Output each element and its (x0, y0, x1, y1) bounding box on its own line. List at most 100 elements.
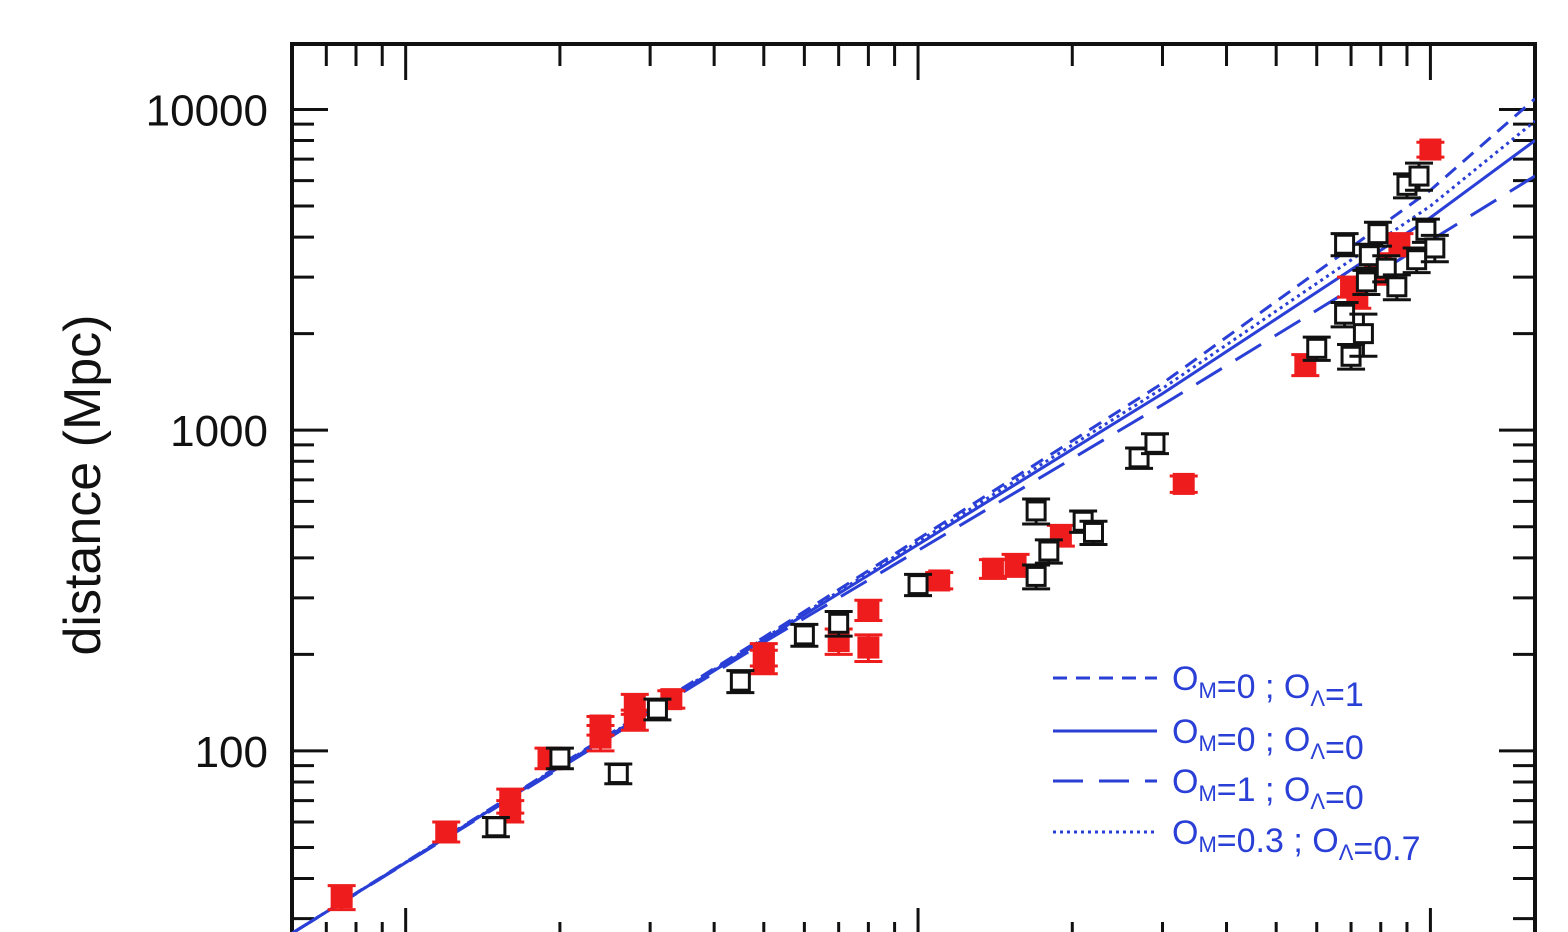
black-data-point (1125, 446, 1154, 470)
red-data-point (620, 692, 649, 716)
point-marker (1406, 249, 1428, 271)
red-data-point (1001, 552, 1030, 578)
y-axis-label: distance (Mpc) (54, 315, 112, 656)
legend-subscript: Λ (1310, 686, 1325, 711)
black-data-point (790, 622, 819, 648)
black-data-point (1363, 220, 1392, 248)
point-marker (1004, 553, 1027, 576)
black-data-point (1022, 563, 1051, 591)
legend-text-part: O (1172, 814, 1198, 852)
point-marker (1352, 323, 1374, 345)
point-marker (646, 698, 668, 720)
point-marker (729, 670, 751, 692)
legend-text-part: O (1172, 660, 1198, 698)
black-data-point (481, 815, 510, 839)
legend-label: OM=1 ; OΛ=0 (1172, 763, 1364, 817)
point-marker (1025, 500, 1047, 522)
black-data-point (904, 572, 933, 598)
legend: OM=0 ; OΛ=1OM=0 ; OΛ=0OM=1 ; OΛ=0OM=0.3 … (1053, 660, 1421, 868)
point-marker (793, 624, 815, 646)
legend-subscript: Λ (1339, 840, 1354, 865)
red-data-point (854, 598, 883, 623)
y-tick-label: 100 (195, 728, 268, 777)
plot-frame (290, 42, 1537, 932)
red-data-point (327, 884, 356, 912)
legend-label: OM=0 ; OΛ=1 (1172, 660, 1364, 714)
legend-text-part: =0 (1325, 729, 1364, 767)
point-marker (549, 747, 571, 769)
legend-subscript: M (1198, 678, 1216, 703)
point-marker (857, 636, 880, 659)
point-marker (589, 726, 612, 749)
black-data-point (1372, 254, 1401, 284)
point-marker (1172, 472, 1195, 495)
black-data-point (1405, 161, 1434, 192)
black-data-point (643, 697, 672, 722)
legend-text-part: O (1284, 721, 1310, 759)
legend-text-part: O (1172, 763, 1198, 801)
legend-text-part: =0 ; (1217, 668, 1284, 706)
point-marker (981, 557, 1004, 580)
black-data-point (604, 762, 633, 786)
point-marker (485, 816, 507, 838)
black-data-point (1079, 519, 1108, 547)
y-tick-labels: 100 1000 10000 (146, 86, 268, 776)
black-data-point (1349, 312, 1378, 358)
point-marker (857, 599, 880, 622)
red-data-point (925, 569, 954, 592)
axis-ticks (290, 44, 1535, 932)
model-line-dotted (292, 119, 1535, 932)
black-data-point (1034, 538, 1063, 565)
point-marker (1424, 237, 1446, 259)
legend-text-part: O (1172, 713, 1198, 751)
point-marker (1038, 540, 1060, 562)
legend-text-part: =0.3 ; (1217, 822, 1312, 860)
legend-label: OM=0.3 ; OΛ=0.7 (1172, 814, 1421, 868)
point-marker (1386, 276, 1408, 298)
y-tick-label: 1000 (170, 407, 268, 456)
point-marker (828, 612, 850, 634)
point-marker (1375, 257, 1397, 279)
red-data-point (1416, 138, 1445, 161)
legend-subscript: Λ (1310, 789, 1325, 814)
point-marker (928, 569, 951, 592)
point-marker (1025, 565, 1047, 587)
black-data-point (545, 746, 574, 771)
black-data-point (1022, 497, 1051, 526)
black-data-point (1140, 432, 1169, 456)
point-marker (752, 650, 775, 673)
legend-label: OM=0 ; OΛ=0 (1172, 713, 1364, 767)
black-data-point (824, 610, 853, 638)
legend-text-part: =1 (1325, 676, 1364, 714)
legend-text-part: =0 ; (1217, 721, 1284, 759)
legend-subscript: M (1198, 731, 1216, 756)
black-data-point (1382, 273, 1411, 302)
point-marker (1082, 521, 1104, 543)
black-data-point (1302, 335, 1331, 362)
black-data-point (1420, 233, 1449, 264)
point-marker (623, 693, 646, 716)
black-data-point (1330, 232, 1359, 258)
point-marker (1419, 138, 1442, 161)
point-marker (607, 763, 629, 785)
point-marker (1306, 337, 1328, 359)
point-marker (1334, 233, 1356, 255)
point-marker (1144, 432, 1166, 454)
legend-text-part: =0.7 (1353, 830, 1420, 868)
point-marker (499, 789, 522, 812)
legend-text-part: O (1284, 771, 1310, 809)
black-data-point (1352, 268, 1381, 296)
legend-subscript: M (1198, 832, 1216, 857)
legend-text-part: =1 ; (1217, 771, 1284, 809)
red-data-point (854, 633, 883, 664)
black-data-point (726, 669, 755, 695)
legend-text-part: =0 (1325, 779, 1364, 817)
legend-text-part: O (1284, 668, 1310, 706)
point-marker (1408, 165, 1430, 187)
point-marker (1367, 223, 1389, 245)
legend-subscript: M (1198, 781, 1216, 806)
point-marker (435, 820, 458, 843)
data-points (327, 138, 1449, 912)
legend-subscript: Λ (1310, 739, 1325, 764)
